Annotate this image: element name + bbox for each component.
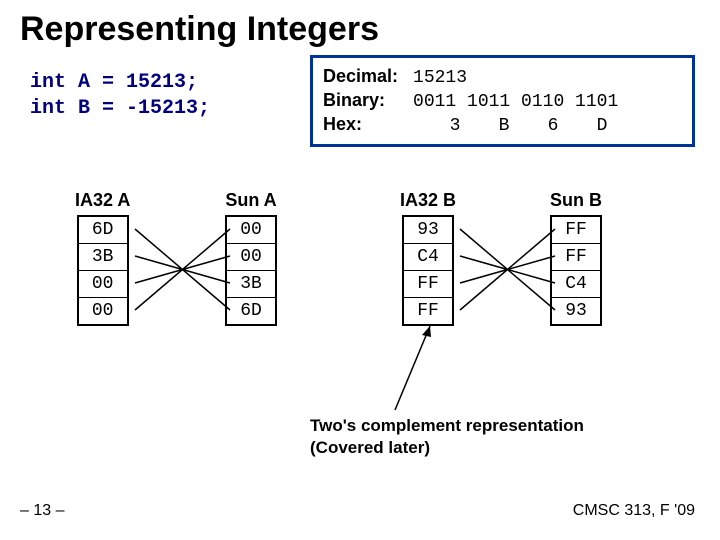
decimal-label: Decimal: (323, 66, 408, 87)
binary-label: Binary: (323, 90, 408, 111)
decimal-row: Decimal: 15213 (323, 66, 682, 88)
twos-line-1: Two's complement representation (310, 415, 584, 437)
col-sun-b-head: Sun B (550, 190, 602, 211)
col-ia32-a: IA32 A 6D 3B 00 00 (75, 190, 130, 326)
sunb-byte-0: FF (552, 217, 600, 244)
col-ia32-b-head: IA32 B (400, 190, 456, 211)
ia32a-byte-0: 6D (79, 217, 127, 244)
binary-value: 0011 1011 0110 1101 (413, 92, 618, 112)
suna-byte-1: 00 (227, 244, 275, 271)
hex-nibble-3: D (580, 116, 624, 136)
slide-title: Representing Integers (20, 10, 379, 49)
decimal-value: 15213 (413, 68, 467, 88)
hex-nibble-2: 6 (531, 116, 575, 136)
suna-byte-3: 6D (227, 298, 275, 324)
ia32a-byte-2: 00 (79, 271, 127, 298)
course-id: CMSC 313, F '09 (573, 502, 695, 520)
ia32a-byte-1: 3B (79, 244, 127, 271)
ia32b-byte-1: C4 (404, 244, 452, 271)
hex-label: Hex: (323, 114, 408, 135)
hex-nibble-1: B (482, 116, 526, 136)
binary-row: Binary: 0011 1011 0110 1101 (323, 90, 682, 112)
col-ia32-a-head: IA32 A (75, 190, 130, 211)
hex-nibble-0: 3 (433, 116, 477, 136)
suna-byte-2: 3B (227, 271, 275, 298)
col-sun-a: Sun A 00 00 3B 6D (225, 190, 277, 326)
twos-line-2: (Covered later) (310, 437, 584, 459)
ia32b-byte-0: 93 (404, 217, 452, 244)
sunb-byte-2: C4 (552, 271, 600, 298)
twos-complement-note: Two's complement representation (Covered… (310, 415, 584, 459)
code-line-1: int A = 15213; (30, 71, 198, 94)
representation-box: Decimal: 15213 Binary: 0011 1011 0110 11… (310, 55, 695, 147)
ia32b-byte-3: FF (404, 298, 452, 324)
suna-byte-0: 00 (227, 217, 275, 244)
page-number: – 13 – (20, 502, 64, 520)
sunb-byte-3: 93 (552, 298, 600, 324)
col-sun-a-head: Sun A (225, 190, 277, 211)
col-ia32-b: IA32 B 93 C4 FF FF (400, 190, 456, 326)
ia32a-byte-3: 00 (79, 298, 127, 324)
code-line-2: int B = -15213; (30, 97, 210, 120)
col-sun-b: Sun B FF FF C4 93 (550, 190, 602, 326)
code-block: int A = 15213; int B = -15213; (30, 70, 210, 122)
sunb-byte-1: FF (552, 244, 600, 271)
hex-row: Hex: 3 B 6 D (323, 114, 682, 136)
ia32b-byte-2: FF (404, 271, 452, 298)
